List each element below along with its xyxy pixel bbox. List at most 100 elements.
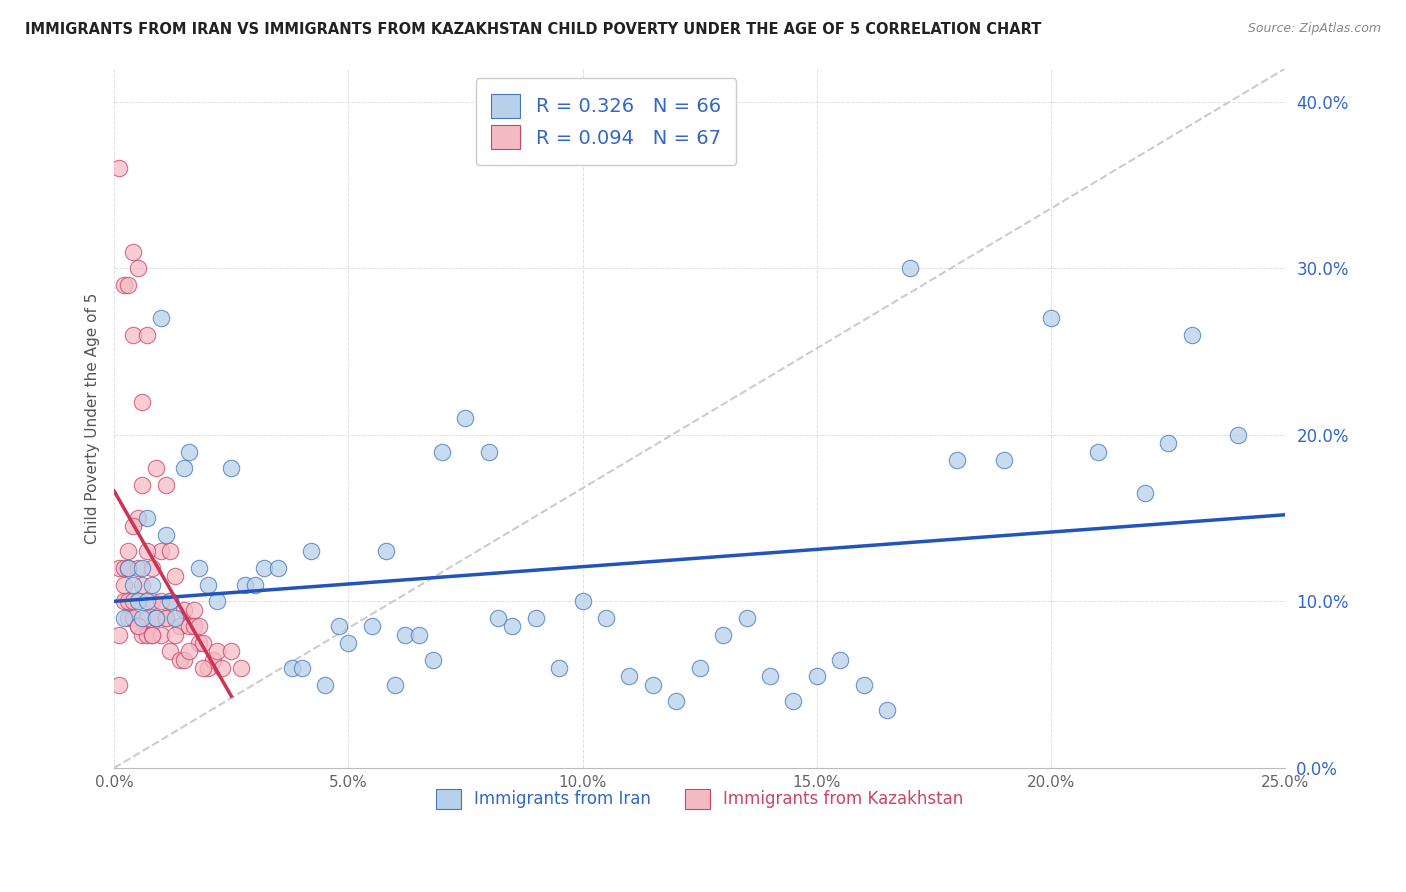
Point xyxy=(131,394,153,409)
Point xyxy=(127,261,149,276)
Point xyxy=(108,628,131,642)
Point xyxy=(689,661,711,675)
Point xyxy=(179,644,201,658)
Point xyxy=(145,611,167,625)
Point xyxy=(183,603,205,617)
Point xyxy=(108,561,131,575)
Point xyxy=(548,661,571,675)
Point xyxy=(127,561,149,575)
Point xyxy=(337,636,360,650)
Point xyxy=(993,453,1015,467)
Point xyxy=(169,619,191,633)
Point xyxy=(394,628,416,642)
Point xyxy=(127,594,149,608)
Point xyxy=(122,594,145,608)
Point xyxy=(1227,428,1250,442)
Point xyxy=(131,578,153,592)
Point xyxy=(159,644,181,658)
Point xyxy=(173,461,195,475)
Point xyxy=(112,594,135,608)
Point xyxy=(571,594,593,608)
Point xyxy=(197,578,219,592)
Point xyxy=(328,619,350,633)
Point xyxy=(136,611,159,625)
Point xyxy=(229,661,252,675)
Point xyxy=(267,561,290,575)
Point xyxy=(117,544,139,558)
Point xyxy=(122,244,145,259)
Point xyxy=(782,694,804,708)
Point xyxy=(193,661,215,675)
Point xyxy=(112,578,135,592)
Point xyxy=(145,461,167,475)
Point xyxy=(1180,328,1202,343)
Legend: Immigrants from Iran, Immigrants from Kazakhstan: Immigrants from Iran, Immigrants from Ka… xyxy=(429,782,970,815)
Point xyxy=(1087,444,1109,458)
Point xyxy=(946,453,969,467)
Point xyxy=(253,561,276,575)
Point xyxy=(711,628,734,642)
Point xyxy=(876,703,898,717)
Point xyxy=(150,311,173,326)
Point xyxy=(233,578,256,592)
Point xyxy=(136,628,159,642)
Point xyxy=(454,411,477,425)
Point xyxy=(197,661,219,675)
Point xyxy=(122,578,145,592)
Point xyxy=(155,478,177,492)
Text: IMMIGRANTS FROM IRAN VS IMMIGRANTS FROM KAZAKHSTAN CHILD POVERTY UNDER THE AGE O: IMMIGRANTS FROM IRAN VS IMMIGRANTS FROM … xyxy=(25,22,1042,37)
Point xyxy=(735,611,758,625)
Point xyxy=(165,569,187,583)
Point xyxy=(179,444,201,458)
Point xyxy=(422,653,444,667)
Point xyxy=(117,278,139,293)
Point xyxy=(122,519,145,533)
Point xyxy=(117,611,139,625)
Point xyxy=(830,653,852,667)
Point xyxy=(619,669,641,683)
Point xyxy=(141,578,163,592)
Point xyxy=(141,628,163,642)
Point xyxy=(281,661,304,675)
Text: Source: ZipAtlas.com: Source: ZipAtlas.com xyxy=(1247,22,1381,36)
Point xyxy=(131,611,153,625)
Point xyxy=(243,578,266,592)
Point xyxy=(131,478,153,492)
Point xyxy=(112,561,135,575)
Point xyxy=(207,594,229,608)
Point xyxy=(145,611,167,625)
Point xyxy=(430,444,453,458)
Point xyxy=(136,511,159,525)
Point xyxy=(127,619,149,633)
Point xyxy=(221,644,243,658)
Point xyxy=(486,611,509,625)
Point xyxy=(159,594,181,608)
Point xyxy=(122,328,145,343)
Point xyxy=(150,594,173,608)
Point xyxy=(759,669,782,683)
Point xyxy=(595,611,617,625)
Point xyxy=(314,678,336,692)
Point xyxy=(221,461,243,475)
Point xyxy=(207,644,229,658)
Point xyxy=(122,611,145,625)
Point xyxy=(201,653,224,667)
Point xyxy=(900,261,922,276)
Point xyxy=(127,619,149,633)
Point xyxy=(187,619,209,633)
Point xyxy=(155,611,177,625)
Point xyxy=(183,619,205,633)
Point xyxy=(179,619,201,633)
Point xyxy=(665,694,688,708)
Point xyxy=(155,528,177,542)
Point xyxy=(1040,311,1063,326)
Point xyxy=(141,561,163,575)
Point xyxy=(169,653,191,667)
Point xyxy=(150,628,173,642)
Point xyxy=(159,594,181,608)
Point xyxy=(150,544,173,558)
Point xyxy=(131,561,153,575)
Point xyxy=(127,511,149,525)
Point xyxy=(360,619,382,633)
Point xyxy=(136,328,159,343)
